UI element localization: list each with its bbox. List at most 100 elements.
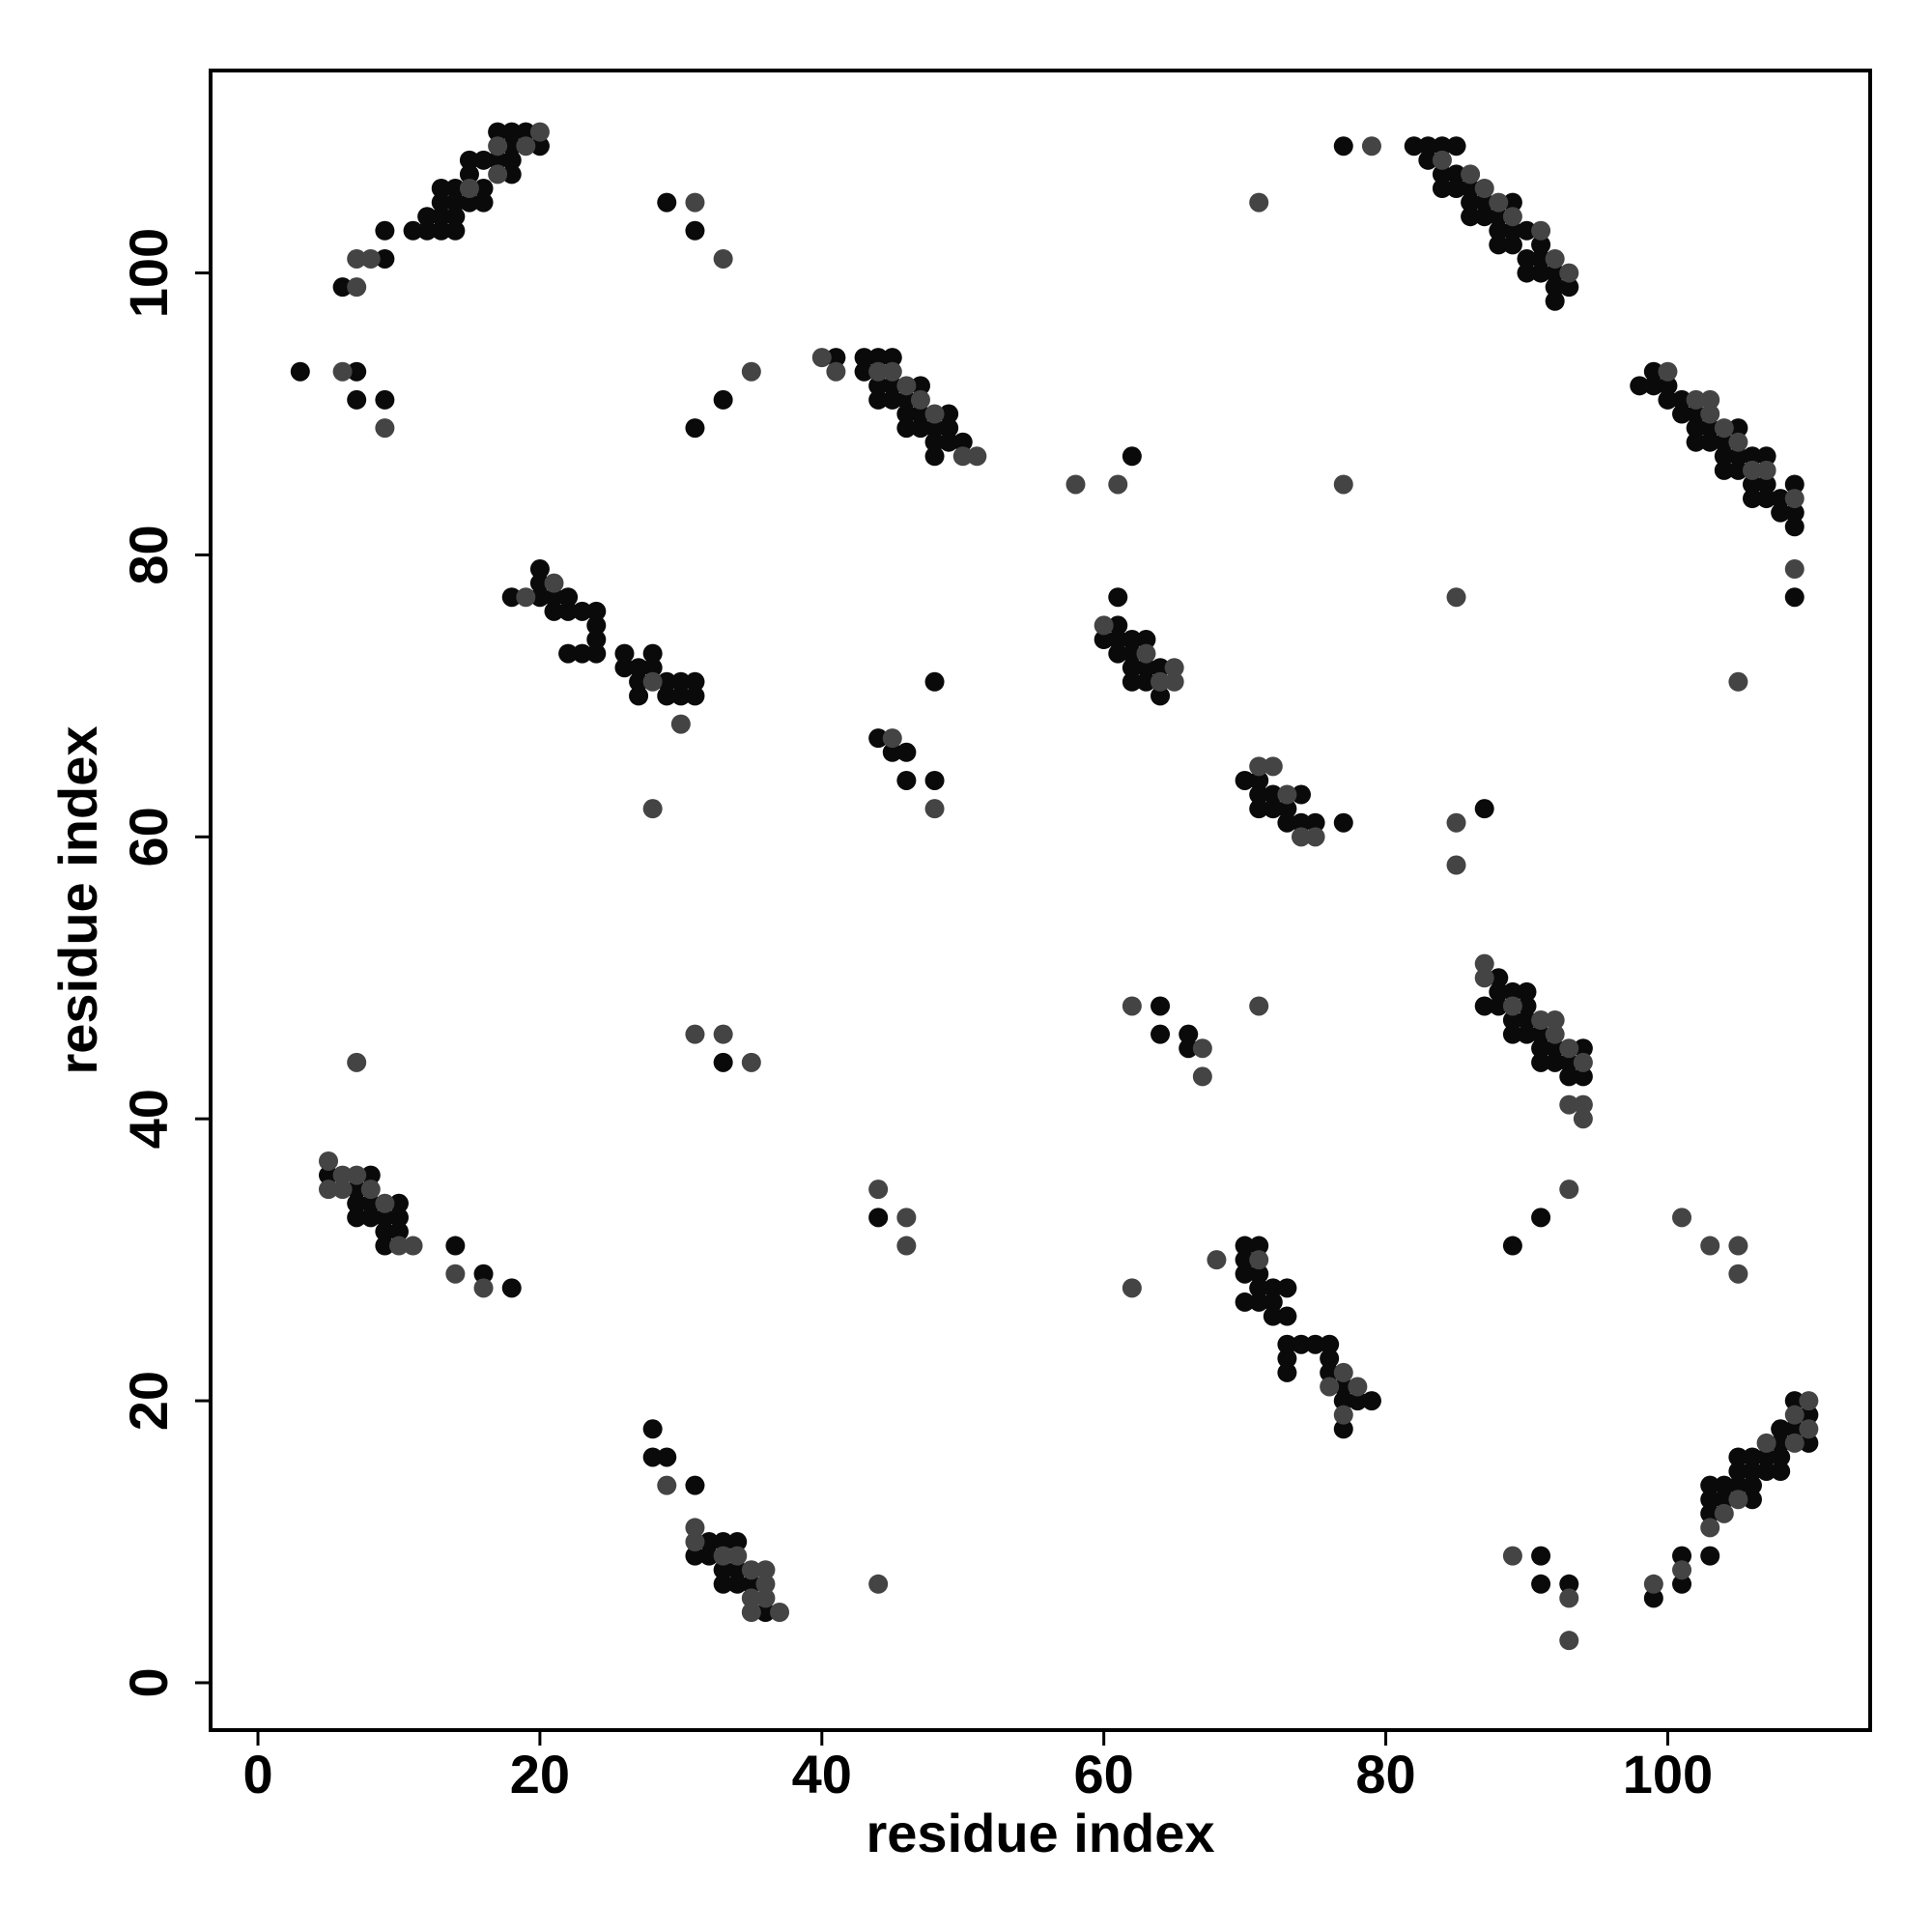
point	[1333, 1419, 1353, 1439]
point	[459, 150, 479, 170]
y-tick-label: 80	[118, 525, 179, 584]
point	[924, 671, 945, 692]
point	[1277, 1306, 1297, 1326]
point	[1784, 587, 1804, 608]
point	[614, 643, 635, 664]
point	[1559, 277, 1579, 298]
point	[1573, 1052, 1593, 1072]
point	[572, 601, 592, 621]
point	[910, 418, 930, 439]
point	[1277, 1362, 1297, 1382]
point	[657, 192, 677, 213]
point	[910, 389, 930, 410]
point	[1756, 489, 1776, 509]
point	[713, 1024, 733, 1044]
point	[1151, 686, 1171, 706]
x-tick-label: 20	[510, 1744, 570, 1804]
point	[1784, 1419, 1804, 1439]
point	[868, 1208, 889, 1228]
point	[826, 348, 846, 368]
point	[332, 1165, 353, 1185]
point	[1461, 207, 1481, 227]
point	[1700, 1236, 1720, 1256]
point	[1728, 432, 1748, 452]
point	[685, 1518, 705, 1538]
point	[1742, 446, 1762, 467]
point	[1263, 1306, 1283, 1326]
point	[1700, 1475, 1720, 1495]
point	[1263, 784, 1283, 805]
point	[586, 601, 607, 621]
point	[1799, 1405, 1819, 1425]
point	[1474, 192, 1494, 213]
point	[657, 1475, 677, 1495]
point	[375, 248, 395, 269]
point	[1784, 474, 1804, 495]
point	[1446, 587, 1466, 608]
point	[1686, 389, 1706, 410]
point	[1517, 981, 1537, 1002]
point	[1728, 1447, 1748, 1467]
point	[1672, 1560, 1692, 1580]
point	[445, 1236, 466, 1256]
point	[1573, 1094, 1593, 1115]
point	[1249, 1250, 1269, 1270]
point	[755, 1574, 776, 1594]
point	[1700, 1490, 1720, 1510]
point	[1700, 1518, 1720, 1538]
point	[1531, 1546, 1551, 1566]
point	[388, 1193, 409, 1213]
point	[1714, 1490, 1734, 1510]
point	[1122, 671, 1142, 692]
point	[741, 361, 761, 382]
point	[1136, 658, 1156, 678]
point	[1728, 1462, 1748, 1482]
point	[1531, 1038, 1551, 1059]
point	[1333, 1362, 1353, 1382]
point	[910, 376, 930, 396]
point	[1756, 1447, 1776, 1467]
point	[1502, 981, 1522, 1002]
point	[1728, 446, 1748, 467]
point	[529, 587, 550, 608]
point	[811, 348, 832, 368]
point	[755, 1560, 776, 1580]
point	[1489, 192, 1509, 213]
point	[713, 389, 733, 410]
point	[1545, 277, 1565, 298]
point	[1151, 658, 1171, 678]
point	[1320, 1349, 1340, 1369]
point	[1559, 1574, 1579, 1594]
point	[1235, 770, 1255, 790]
point	[1108, 615, 1128, 636]
point	[332, 277, 353, 298]
point	[1658, 389, 1678, 410]
point	[896, 742, 917, 762]
point	[516, 587, 536, 608]
point	[1249, 784, 1269, 805]
point	[727, 1560, 748, 1580]
point	[1545, 263, 1565, 283]
point	[1742, 489, 1762, 509]
point	[1249, 1278, 1269, 1298]
point	[1545, 1038, 1565, 1059]
point	[1658, 361, 1678, 382]
point	[516, 136, 536, 156]
point	[1474, 996, 1494, 1016]
point	[529, 136, 550, 156]
point	[473, 150, 494, 170]
point	[882, 361, 902, 382]
point	[375, 220, 395, 241]
point	[1446, 179, 1466, 199]
point	[403, 220, 423, 241]
point	[1502, 1546, 1522, 1566]
point	[572, 643, 592, 664]
point	[685, 1024, 705, 1044]
point	[670, 714, 691, 734]
point	[431, 192, 451, 213]
point	[1263, 1278, 1283, 1298]
point	[713, 1546, 733, 1566]
point	[1559, 1038, 1579, 1059]
point	[1136, 671, 1156, 692]
